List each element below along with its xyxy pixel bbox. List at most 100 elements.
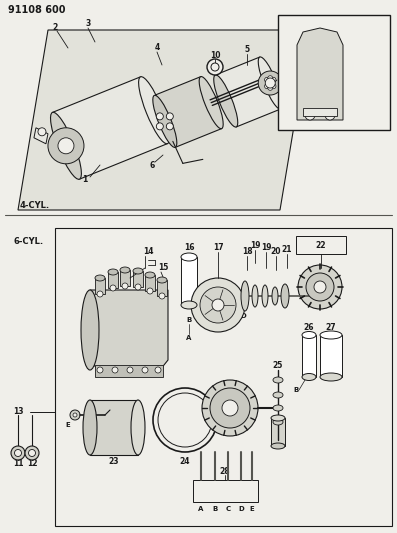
Ellipse shape bbox=[181, 301, 197, 309]
Text: 12: 12 bbox=[27, 459, 37, 469]
Ellipse shape bbox=[320, 331, 342, 339]
Circle shape bbox=[153, 388, 217, 452]
Bar bbox=[95, 365, 163, 377]
Ellipse shape bbox=[50, 112, 81, 179]
Circle shape bbox=[156, 113, 163, 120]
Circle shape bbox=[48, 128, 84, 164]
Circle shape bbox=[29, 449, 35, 456]
Ellipse shape bbox=[273, 419, 283, 425]
Circle shape bbox=[58, 138, 74, 154]
Circle shape bbox=[264, 84, 270, 88]
Text: D: D bbox=[240, 313, 246, 319]
Text: B: B bbox=[293, 387, 299, 393]
Ellipse shape bbox=[258, 57, 282, 109]
Ellipse shape bbox=[157, 277, 167, 283]
Bar bbox=[145, 275, 155, 291]
Circle shape bbox=[325, 110, 335, 120]
Bar bbox=[303, 108, 337, 116]
Text: 91108 600: 91108 600 bbox=[8, 5, 66, 15]
Circle shape bbox=[207, 59, 223, 75]
Circle shape bbox=[25, 446, 39, 460]
Ellipse shape bbox=[302, 374, 316, 381]
Text: 10: 10 bbox=[210, 51, 220, 60]
Ellipse shape bbox=[199, 77, 223, 128]
Text: B: B bbox=[212, 506, 218, 512]
Bar bbox=[320, 335, 342, 377]
Circle shape bbox=[191, 278, 245, 332]
Circle shape bbox=[97, 291, 103, 297]
Text: C: C bbox=[206, 319, 212, 325]
Ellipse shape bbox=[145, 272, 155, 278]
Polygon shape bbox=[215, 57, 281, 127]
Circle shape bbox=[166, 123, 173, 130]
Text: 4: 4 bbox=[154, 44, 160, 52]
Circle shape bbox=[70, 410, 80, 420]
Text: 1: 1 bbox=[82, 175, 88, 184]
Bar bbox=[120, 270, 130, 286]
Circle shape bbox=[258, 71, 282, 95]
Bar bbox=[296, 236, 346, 254]
Text: 20: 20 bbox=[271, 247, 281, 256]
Circle shape bbox=[268, 85, 273, 90]
Polygon shape bbox=[154, 77, 222, 147]
Polygon shape bbox=[52, 77, 168, 179]
Circle shape bbox=[306, 273, 334, 301]
Ellipse shape bbox=[273, 392, 283, 398]
Ellipse shape bbox=[181, 253, 197, 261]
Text: 6-CYL.: 6-CYL. bbox=[14, 238, 44, 246]
Circle shape bbox=[200, 287, 236, 323]
Bar bbox=[181, 257, 197, 305]
Circle shape bbox=[156, 123, 163, 130]
Circle shape bbox=[112, 367, 118, 373]
Circle shape bbox=[271, 84, 276, 88]
Ellipse shape bbox=[252, 285, 258, 307]
Ellipse shape bbox=[281, 284, 289, 308]
Ellipse shape bbox=[83, 400, 97, 455]
Text: 16: 16 bbox=[184, 244, 194, 253]
Ellipse shape bbox=[302, 332, 316, 338]
Circle shape bbox=[73, 413, 77, 417]
Text: 19: 19 bbox=[250, 241, 260, 251]
Circle shape bbox=[305, 110, 315, 120]
Ellipse shape bbox=[271, 415, 285, 421]
Circle shape bbox=[271, 77, 276, 82]
Bar bbox=[108, 272, 118, 288]
Text: 13: 13 bbox=[13, 408, 23, 416]
Ellipse shape bbox=[108, 269, 118, 275]
Text: 27: 27 bbox=[326, 324, 336, 333]
Ellipse shape bbox=[81, 290, 99, 370]
Circle shape bbox=[38, 128, 46, 136]
Ellipse shape bbox=[273, 405, 283, 411]
Ellipse shape bbox=[214, 75, 238, 127]
Text: B: B bbox=[186, 317, 192, 323]
Text: A: A bbox=[198, 506, 204, 512]
Circle shape bbox=[298, 265, 342, 309]
Ellipse shape bbox=[241, 281, 249, 311]
Text: 5: 5 bbox=[245, 45, 250, 54]
Text: 8: 8 bbox=[276, 88, 282, 98]
Circle shape bbox=[265, 78, 275, 88]
Polygon shape bbox=[18, 30, 310, 210]
Text: D: D bbox=[238, 506, 244, 512]
Text: 11: 11 bbox=[13, 459, 23, 469]
Text: 2: 2 bbox=[52, 22, 58, 31]
Text: 24: 24 bbox=[180, 457, 190, 466]
Ellipse shape bbox=[273, 377, 283, 383]
Bar bbox=[157, 280, 167, 296]
Circle shape bbox=[212, 299, 224, 311]
Circle shape bbox=[142, 367, 148, 373]
Circle shape bbox=[147, 288, 153, 294]
Ellipse shape bbox=[272, 287, 278, 305]
Circle shape bbox=[268, 76, 273, 80]
Text: 25: 25 bbox=[273, 361, 283, 370]
Polygon shape bbox=[34, 128, 48, 144]
Ellipse shape bbox=[271, 443, 285, 449]
Bar bbox=[278, 15, 390, 130]
Bar bbox=[302, 335, 316, 377]
Text: 28: 28 bbox=[220, 467, 230, 477]
Text: 19: 19 bbox=[261, 244, 271, 253]
Ellipse shape bbox=[131, 400, 145, 455]
Text: C: C bbox=[225, 506, 231, 512]
Circle shape bbox=[122, 283, 128, 289]
Text: A: A bbox=[186, 335, 192, 341]
